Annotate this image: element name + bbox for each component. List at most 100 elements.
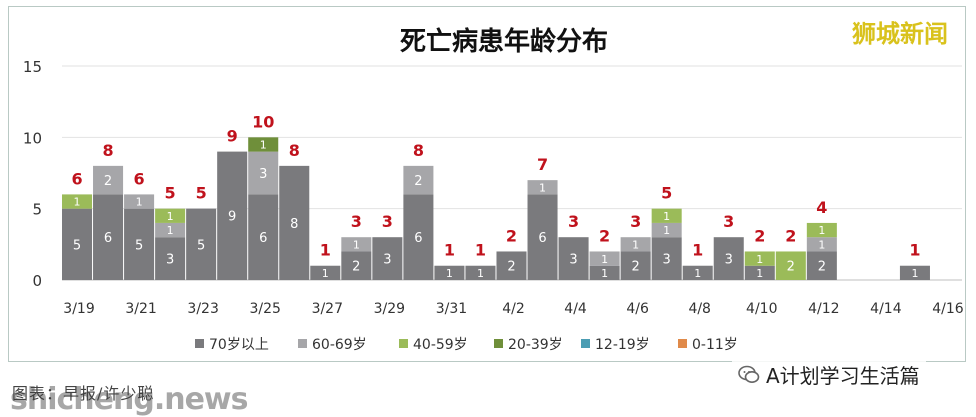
segment-label: 3	[259, 167, 267, 182]
account-badge: A计划学习生活篇	[732, 358, 926, 391]
legend-label: 0-11岁	[692, 337, 738, 353]
bar-segment	[155, 237, 186, 280]
segment-label: 5	[135, 238, 143, 253]
bar-segment	[682, 265, 713, 280]
segment-label: 3	[663, 253, 671, 268]
x-tick-label: 4/6	[626, 301, 649, 317]
legend-label: 70岁以上	[209, 337, 269, 353]
segment-label: 2	[352, 260, 360, 275]
segment-label: 1	[756, 267, 763, 280]
legend-swatch	[494, 339, 503, 348]
segment-label: 1	[632, 239, 639, 252]
legend-swatch	[399, 339, 408, 348]
segment-label: 9	[228, 210, 236, 225]
segment-label: 1	[601, 253, 608, 266]
bar-segment	[155, 208, 186, 223]
x-tick-label: 4/4	[564, 301, 587, 317]
bar-segment	[248, 151, 279, 195]
bar-segment	[899, 265, 930, 280]
bar-segment	[279, 165, 310, 280]
total-label: 5	[661, 184, 672, 203]
legend-label: 60-69岁	[312, 337, 367, 353]
bar-segment	[465, 265, 496, 280]
segment-label: 1	[322, 267, 329, 280]
bar-segment	[651, 222, 682, 238]
segment-label: 6	[538, 231, 546, 246]
bar-segment	[589, 251, 620, 266]
bar-segment	[310, 265, 341, 280]
bar-segment	[775, 251, 806, 280]
bar-segment	[155, 222, 186, 238]
bar-segment	[124, 194, 155, 209]
segment-label: 1	[818, 239, 825, 252]
bar-segment	[496, 251, 527, 280]
total-label: 3	[630, 212, 641, 231]
legend-swatch	[195, 339, 204, 348]
bar-segment	[744, 265, 775, 280]
bar-segment	[589, 265, 620, 280]
bar-segment	[93, 194, 124, 280]
segment-label: 1	[136, 196, 143, 209]
total-label: 2	[506, 226, 517, 245]
segment-label: 2	[507, 260, 515, 275]
bar-segment	[403, 194, 434, 280]
bar-segment	[186, 208, 217, 280]
legend-swatch	[298, 339, 307, 348]
segment-label: 1	[911, 267, 918, 280]
segment-label: 1	[446, 267, 453, 280]
x-tick-label: 3/29	[374, 301, 405, 317]
x-tick-label: 4/2	[502, 301, 525, 317]
segment-label: 2	[818, 260, 826, 275]
segment-label: 1	[601, 267, 608, 280]
segment-label: 2	[104, 174, 112, 189]
segment-label: 1	[539, 181, 546, 194]
bar-segment	[806, 237, 837, 252]
segment-label: 1	[694, 267, 701, 280]
bar-segment	[713, 237, 744, 280]
x-tick-label: 4/14	[870, 301, 902, 317]
total-label: 1	[320, 241, 331, 260]
bar-segment	[124, 208, 155, 280]
segment-label: 1	[167, 224, 174, 237]
bar-segment	[527, 194, 558, 280]
segment-label: 3	[166, 253, 174, 268]
total-label: 3	[723, 212, 734, 231]
chart-frame	[8, 6, 966, 362]
y-tick-label: 0	[32, 272, 42, 290]
bar-segment	[434, 265, 465, 280]
segment-label: 1	[663, 210, 670, 223]
chart-title: 死亡病患年龄分布	[400, 26, 608, 57]
legend-label: 20-39岁	[508, 337, 563, 353]
segment-label: 2	[787, 260, 795, 275]
bar-segment	[620, 251, 651, 280]
segment-label: 2	[414, 174, 422, 189]
total-label: 4	[816, 198, 827, 217]
segment-label: 1	[477, 267, 484, 280]
segment-label: 2	[631, 260, 639, 275]
y-tick-label: 15	[23, 58, 42, 76]
bar-segment	[93, 165, 124, 195]
bar-segment	[62, 194, 93, 209]
y-tick-label: 5	[32, 201, 42, 219]
total-label: 1	[909, 241, 920, 260]
segment-label: 1	[74, 196, 81, 209]
segment-label: 6	[104, 231, 112, 246]
bar-segment	[744, 251, 775, 266]
bar-segment	[62, 208, 93, 280]
segment-label: 3	[725, 253, 733, 268]
watermark: shicheng.news	[10, 382, 248, 417]
x-tick-label: 3/31	[436, 301, 467, 317]
bar-segment	[403, 165, 434, 195]
bar-segment	[620, 237, 651, 252]
total-label: 2	[754, 226, 765, 245]
total-label: 1	[692, 241, 703, 260]
total-label: 2	[599, 226, 610, 245]
total-label: 8	[102, 141, 113, 160]
segment-label: 1	[260, 139, 267, 152]
total-label: 3	[382, 212, 393, 231]
segment-label: 1	[167, 210, 174, 223]
x-tick-label: 3/25	[249, 301, 280, 317]
segment-label: 3	[569, 253, 577, 268]
legend-swatch	[678, 339, 687, 348]
x-tick-label: 3/21	[125, 301, 156, 317]
